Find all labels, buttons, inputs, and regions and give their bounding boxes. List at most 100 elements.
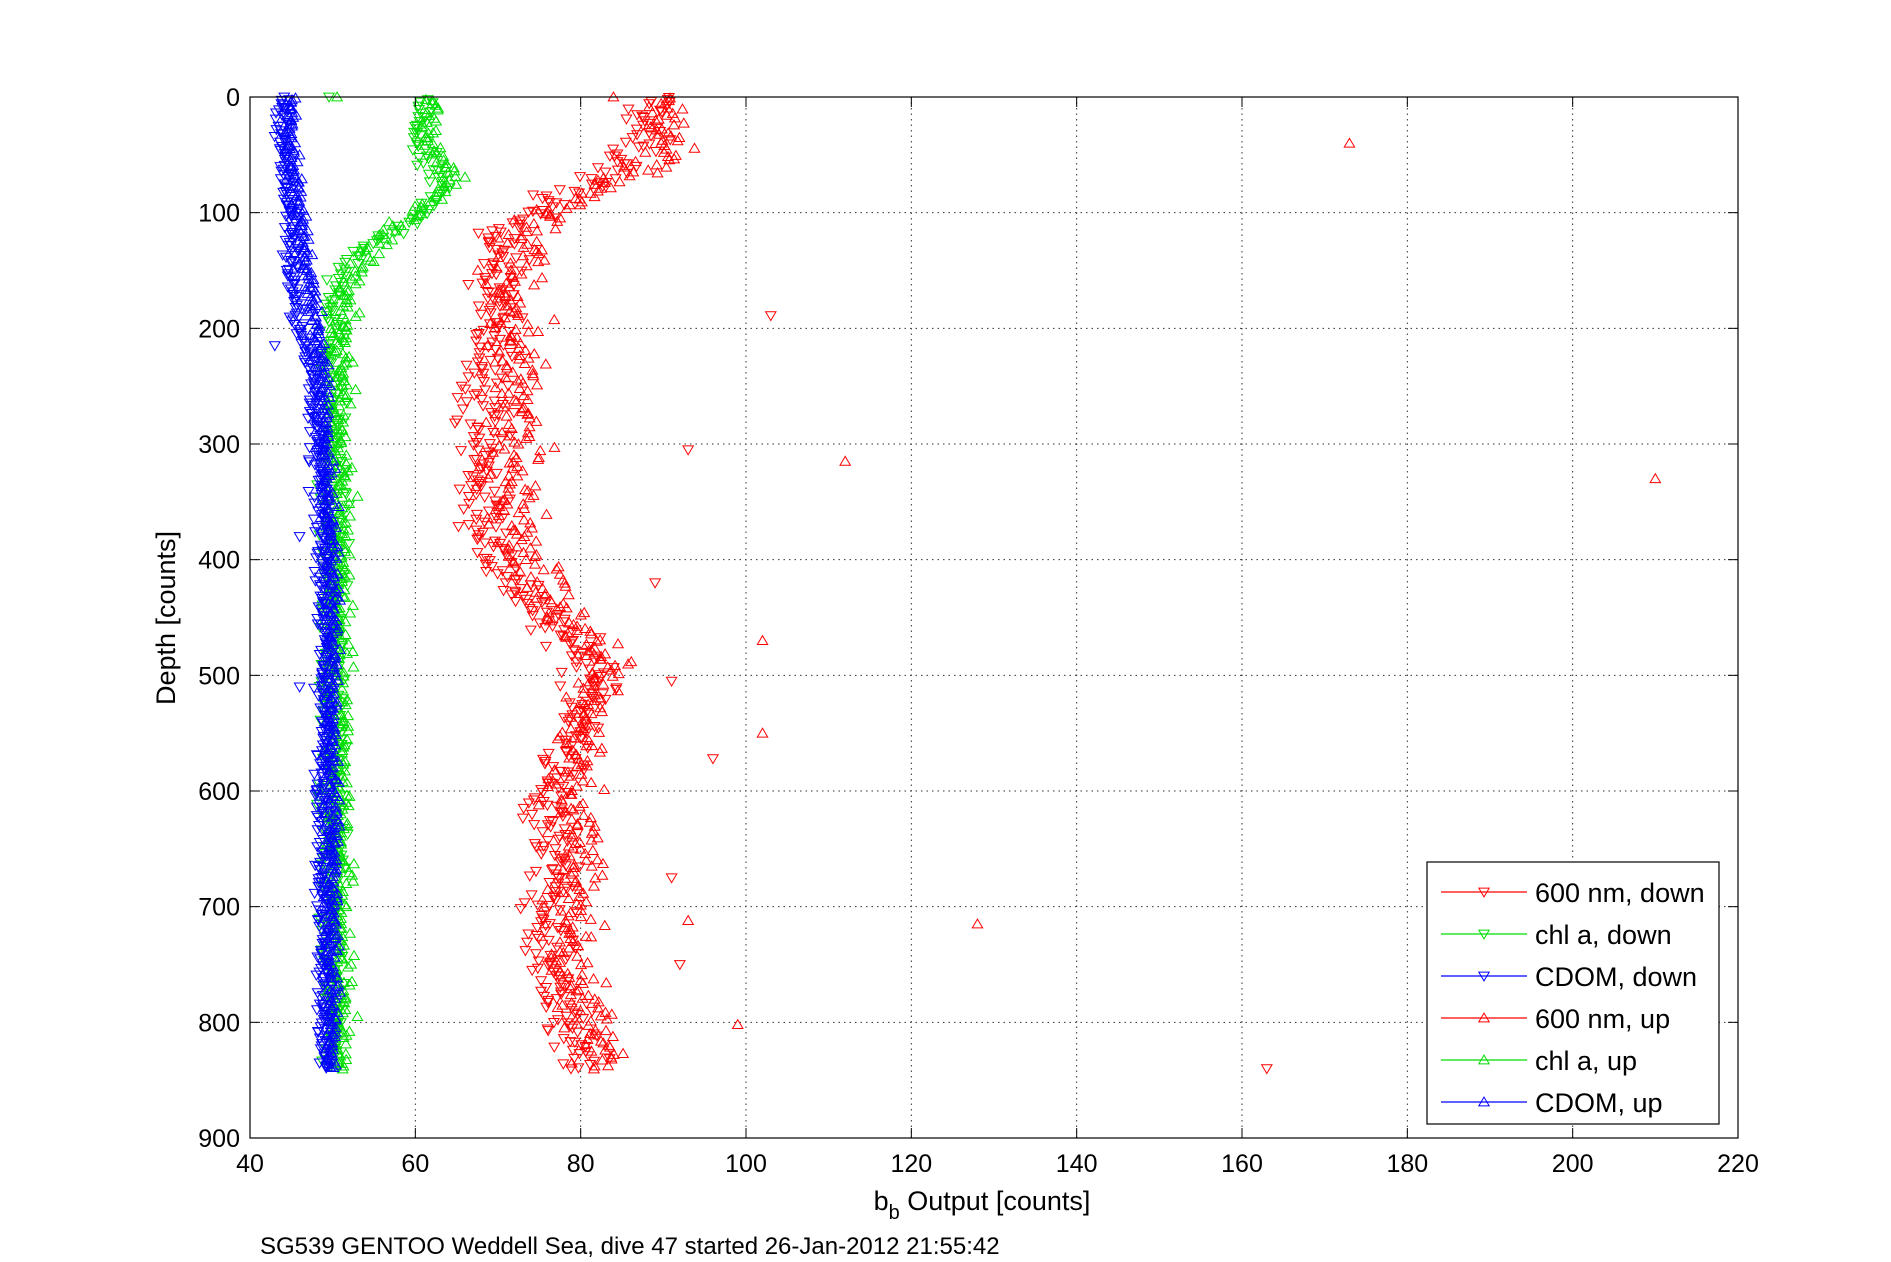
data-point <box>439 185 452 197</box>
data-point <box>279 252 293 264</box>
legend-item: CDOM, up <box>1441 1088 1663 1118</box>
data-point <box>507 557 520 568</box>
data-point <box>278 126 292 138</box>
data-point <box>331 437 344 449</box>
data-point <box>539 641 553 653</box>
data-point <box>329 462 342 473</box>
data-point <box>308 374 321 385</box>
data-point <box>541 776 554 787</box>
data-point <box>465 481 478 492</box>
data-point <box>560 602 573 613</box>
data-point <box>652 113 665 124</box>
data-point <box>510 395 523 406</box>
x-tick-label: 120 <box>890 1150 932 1178</box>
data-point <box>532 255 545 267</box>
data-point <box>285 198 298 209</box>
data-point <box>507 555 520 566</box>
data-point <box>539 587 552 599</box>
outlier-point <box>665 676 678 688</box>
data-point <box>353 307 366 318</box>
data-point <box>283 215 296 226</box>
data-point <box>335 278 348 289</box>
data-point <box>287 187 300 199</box>
data-point <box>305 379 318 390</box>
data-point <box>340 331 353 343</box>
data-point <box>577 887 590 898</box>
data-point <box>543 208 557 220</box>
data-point <box>312 691 325 702</box>
data-point <box>540 607 554 619</box>
data-point <box>513 216 526 227</box>
data-point <box>613 175 626 187</box>
legend: 600 nm, down chl a, down CDOM, down 600 nm,… <box>1426 861 1720 1125</box>
data-point <box>667 119 681 130</box>
data-point <box>688 142 701 153</box>
y-tick-label: 100 <box>198 200 240 228</box>
data-point <box>353 251 366 263</box>
data-point <box>513 349 526 360</box>
outlier-point <box>731 1018 744 1030</box>
data-point <box>313 865 326 876</box>
data-point <box>283 118 296 129</box>
data-point <box>644 121 657 132</box>
data-point <box>437 150 450 161</box>
data-point <box>335 436 348 448</box>
data-point <box>577 809 590 820</box>
data-point <box>297 270 310 281</box>
data-point <box>522 352 535 363</box>
data-point <box>480 566 493 578</box>
data-point <box>480 553 493 565</box>
data-point <box>511 470 524 481</box>
data-point <box>336 517 349 529</box>
data-point <box>487 258 500 269</box>
data-point <box>316 891 329 902</box>
data-point <box>566 842 579 853</box>
data-point <box>457 404 470 415</box>
data-point <box>339 1048 352 1059</box>
data-point <box>309 367 322 378</box>
data-point <box>582 989 595 1000</box>
data-point <box>512 353 526 364</box>
data-point <box>431 104 444 115</box>
data-point <box>490 318 503 329</box>
data-point <box>328 723 341 734</box>
data-point <box>517 249 530 261</box>
data-point <box>280 200 293 211</box>
data-point <box>302 384 315 395</box>
data-point <box>581 754 594 766</box>
data-point <box>324 322 337 333</box>
data-point <box>288 250 302 262</box>
data-point <box>597 678 610 689</box>
data-point <box>515 268 528 279</box>
data-point <box>558 577 571 588</box>
data-point <box>343 979 356 990</box>
data-point <box>664 130 678 141</box>
data-point <box>415 120 428 132</box>
data-point <box>629 155 642 167</box>
outlier-point <box>673 960 686 971</box>
data-point <box>547 1018 560 1029</box>
data-point <box>482 288 495 299</box>
data-point <box>577 687 590 698</box>
data-point <box>347 875 360 886</box>
data-point <box>529 949 543 960</box>
data-point <box>492 439 506 451</box>
data-point <box>326 586 340 597</box>
data-point <box>338 591 352 602</box>
data-point <box>496 566 509 577</box>
data-point <box>329 445 342 456</box>
data-point <box>315 305 329 316</box>
data-point <box>359 244 372 255</box>
data-point <box>588 694 601 705</box>
data-point <box>314 386 327 397</box>
data-point <box>496 355 509 366</box>
data-point <box>486 446 500 457</box>
data-point <box>321 792 334 803</box>
data-point <box>303 457 316 468</box>
y-tick-label: 500 <box>198 662 240 690</box>
data-point <box>429 124 442 135</box>
data-point <box>535 597 549 609</box>
data-point <box>406 145 419 156</box>
data-point <box>512 506 525 518</box>
data-point <box>448 165 461 176</box>
